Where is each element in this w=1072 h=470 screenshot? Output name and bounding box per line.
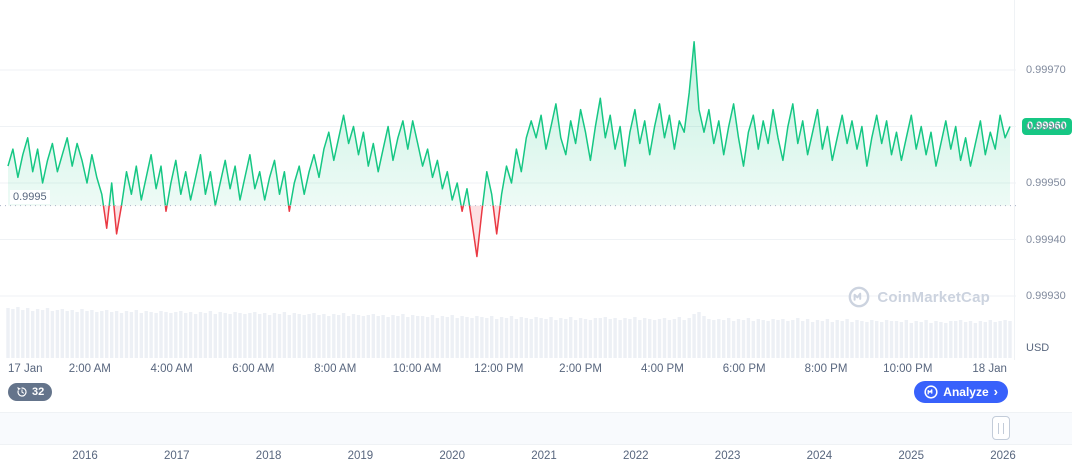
x-tick-label: 8:00 PM [804,363,848,375]
x-tick-label: 2:00 PM [559,363,603,375]
y-tick-label: 0.99970 [1026,64,1066,76]
x-tick-label: 6:00 AM [232,363,275,375]
range-handle[interactable] [992,416,1010,440]
x-tick-label: 10:00 AM [392,363,442,375]
year-label: 2023 [714,450,741,462]
year-label: 2018 [255,450,282,462]
history-badge[interactable]: 32 [8,383,53,401]
x-tick-label: 6:00 PM [722,363,766,375]
x-tick-label: 12:00 PM [474,363,524,375]
coinmarketcap-logo-icon [848,286,870,308]
currency-unit-label: USD [1026,342,1050,354]
year-label: 2021 [531,450,557,462]
x-tick-label: 2:00 AM [68,363,111,375]
price-chart-canvas[interactable] [0,0,1016,360]
year-label: 2022 [623,450,649,462]
year-label: 2026 [990,450,1016,462]
timeline-years: 2016 2017 2018 2019 2020 2021 2022 2023 2024 2025… [0,445,1072,469]
chevron-right-icon: › [993,384,998,399]
year-label: 2019 [347,450,374,462]
date-range-selector: 2016 2017 2018 2019 2020 2021 2022 2023 2024 2025… [0,412,1072,470]
analyze-button[interactable]: Analyze › [914,381,1008,403]
y-axis: 0.99960 USD 0.99970 0.99960 0.99950 0.99940… [1016,0,1072,378]
timeline-track[interactable] [0,413,1072,445]
year-label: 2017 [164,450,190,462]
history-icon [16,386,28,398]
y-tick-label: 0.99930 [1026,290,1066,302]
reference-price-label: 0.9995 [10,189,50,204]
year-label: 2020 [439,450,465,462]
x-tick-label: 18 Jan [972,363,1007,375]
x-tick-label: 4:00 AM [150,363,193,375]
y-tick-label: 0.99960 [1026,120,1066,133]
year-label: 2024 [806,450,833,462]
current-price-badge: 0.99960 [1022,117,1072,135]
x-axis: 17 Jan 2:00 AM 4:00 AM 6:00 AM 8:00 AM 10:00 … [0,360,1016,378]
year-label: 2016 [72,450,98,462]
y-tick-label: 0.99940 [1026,233,1066,246]
y-tick-label: 0.99950 [1026,177,1066,189]
history-count: 32 [32,386,45,398]
analyze-label: Analyze [943,385,989,399]
x-tick-label: 8:00 AM [314,363,357,375]
price-chart[interactable]: 0.9995 CoinMarketCap 17 Jan 2:00 AM 4:00 A… [0,0,1016,375]
x-tick-label: 10:00 PM [883,363,933,375]
coinmarketcap-icon [924,385,938,399]
x-tick-label: 4:00 PM [640,363,684,375]
watermark-text: CoinMarketCap [877,288,990,306]
chart-controls-row: 32 Analyze › [0,380,1072,410]
coinmarketcap-watermark: CoinMarketCap [848,286,990,308]
year-label: 2025 [898,450,924,462]
x-tick-label: 17 Jan [8,363,43,375]
